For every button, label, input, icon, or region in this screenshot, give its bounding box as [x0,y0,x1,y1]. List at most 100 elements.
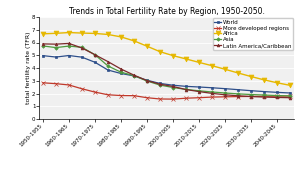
More developed regions [67,84,71,86]
Asia [288,95,292,97]
More developed regions [41,82,45,84]
Latin America/Caribbean [223,94,227,96]
Asia [67,45,71,47]
Line: Africa: Africa [40,30,292,88]
Latin America/Caribbean [132,74,136,76]
Africa [223,68,227,70]
Y-axis label: total fertility rate (TFR): total fertility rate (TFR) [26,32,31,104]
Latin America/Caribbean [54,43,58,45]
Latin America/Caribbean [197,91,201,93]
Latin America/Caribbean [93,54,97,56]
More developed regions [119,95,123,97]
Africa [249,75,253,78]
Africa [275,82,279,84]
Asia [132,75,136,77]
Asia [41,45,45,47]
Africa [41,33,45,35]
Asia [184,88,188,90]
Africa [236,72,240,74]
More developed regions [158,98,162,100]
World [80,56,84,58]
More developed regions [145,97,149,99]
World [223,88,227,90]
Asia [158,84,162,86]
Line: More developed regions: More developed regions [41,81,292,101]
Africa [288,84,292,86]
Latin America/Caribbean [145,80,149,82]
Asia [106,65,110,67]
Asia [171,87,175,89]
Latin America/Caribbean [210,92,214,94]
World [236,89,240,91]
Asia [236,93,240,95]
Africa [158,51,162,53]
Africa [197,61,201,63]
Africa [210,65,214,67]
More developed regions [223,96,227,98]
More developed regions [132,95,136,97]
Africa [132,40,136,42]
World [249,90,253,92]
Latin America/Caribbean [41,43,45,45]
World [106,69,110,71]
Legend: World, More developed regions, Africa, Asia, Latin America/Caribbean: World, More developed regions, Africa, A… [213,18,293,50]
More developed regions [184,97,188,99]
World [132,75,136,77]
World [145,79,149,81]
World [119,72,123,74]
Asia [145,80,149,82]
World [275,91,279,93]
Line: Asia: Asia [42,45,291,97]
Asia [119,71,123,73]
Asia [275,95,279,97]
Latin America/Caribbean [184,89,188,91]
Line: Latin America/Caribbean: Latin America/Caribbean [41,42,292,99]
Asia [54,47,58,49]
Line: World: World [41,54,292,94]
Africa [67,32,71,34]
Africa [106,33,110,36]
Latin America/Caribbean [80,47,84,49]
More developed regions [288,95,292,97]
Latin America/Caribbean [288,97,292,99]
World [288,92,292,94]
More developed regions [275,95,279,97]
Africa [184,58,188,60]
More developed regions [171,98,175,100]
World [171,84,175,86]
Asia [223,92,227,94]
Africa [80,32,84,34]
Africa [93,32,97,35]
World [262,91,266,93]
More developed regions [262,95,266,97]
Africa [54,32,58,34]
Latin America/Caribbean [171,86,175,88]
Latin America/Caribbean [275,96,279,98]
World [210,87,214,89]
World [54,56,58,58]
Asia [80,46,84,48]
World [158,82,162,84]
More developed regions [93,91,97,93]
More developed regions [236,96,240,98]
Africa [119,36,123,38]
More developed regions [80,88,84,90]
World [93,61,97,63]
World [67,54,71,56]
Latin America/Caribbean [158,83,162,85]
Latin America/Caribbean [236,95,240,97]
More developed regions [54,83,58,85]
Africa [171,55,175,57]
World [184,85,188,87]
Asia [93,54,97,56]
Latin America/Caribbean [262,96,266,98]
More developed regions [249,95,253,97]
Asia [197,90,201,92]
Africa [145,45,149,47]
Latin America/Caribbean [106,61,110,63]
More developed regions [197,97,201,99]
Latin America/Caribbean [119,68,123,70]
More developed regions [106,94,110,96]
World [197,86,201,88]
Latin America/Caribbean [67,42,71,44]
